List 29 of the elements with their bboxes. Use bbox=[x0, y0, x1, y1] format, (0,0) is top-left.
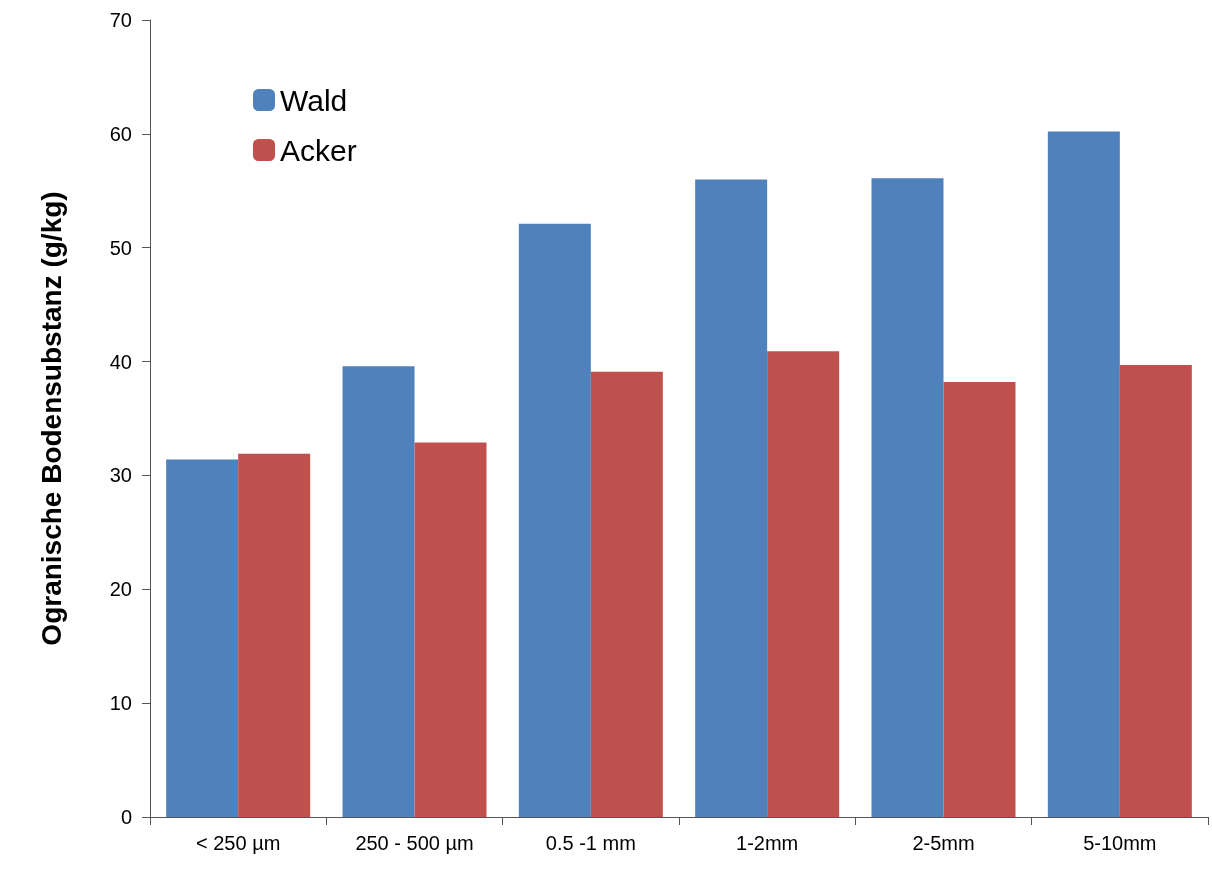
x-tick-label: 1-2mm bbox=[736, 832, 799, 854]
x-tick-label: 0.5 -1 mm bbox=[545, 832, 636, 854]
legend-label: Wald bbox=[280, 83, 348, 117]
legend-label: Acker bbox=[280, 133, 357, 167]
y-tick-label: 0 bbox=[120, 806, 132, 828]
y-tick-label: 60 bbox=[109, 122, 132, 145]
y-tick-label: 50 bbox=[109, 236, 132, 259]
bar bbox=[1119, 364, 1192, 817]
y-tick-label: 70 bbox=[109, 9, 132, 31]
bar bbox=[1047, 131, 1120, 817]
bar bbox=[767, 351, 840, 817]
bar bbox=[943, 382, 1016, 817]
y-tick-label: 10 bbox=[109, 692, 132, 715]
y-tick-label: 20 bbox=[109, 578, 132, 601]
bar bbox=[342, 366, 415, 817]
bar bbox=[695, 179, 768, 817]
x-tick-label: 2-5mm bbox=[912, 832, 975, 854]
bar bbox=[414, 442, 487, 817]
bar bbox=[238, 453, 311, 817]
bar bbox=[871, 178, 944, 817]
y-tick-label: 40 bbox=[109, 350, 132, 373]
bar bbox=[166, 459, 239, 817]
x-tick-label: < 250 µm bbox=[195, 832, 281, 854]
y-tick-label: 30 bbox=[109, 464, 132, 487]
x-tick-label: 5-10mm bbox=[1083, 832, 1157, 854]
x-tick-label: 250 - 500 µm bbox=[355, 832, 474, 854]
bar bbox=[590, 371, 663, 817]
bar bbox=[518, 223, 591, 817]
y-axis-title: Ogranische Bodensubstanz (g/kg) bbox=[35, 191, 67, 646]
